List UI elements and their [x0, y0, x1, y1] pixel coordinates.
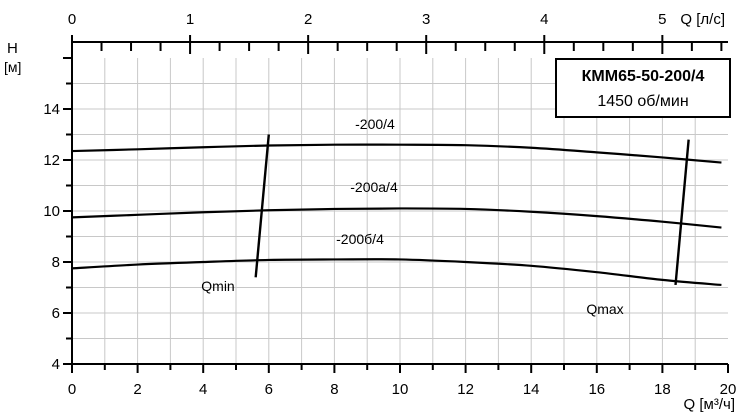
x-tick-label: 0: [68, 381, 76, 398]
x2-axis-label: Q [л/с]: [680, 11, 725, 28]
chart-title: КММ65-50-200/4: [582, 68, 705, 85]
x-tick-label: 10: [392, 381, 409, 398]
y-tick-label: 12: [43, 152, 60, 169]
series-label: -200а/4: [350, 179, 398, 195]
axis-ticks: [63, 35, 729, 373]
limit-line: [254, 134, 270, 278]
x-tick-label: 16: [588, 381, 605, 398]
x2-tick-label: 1: [186, 11, 194, 28]
x2-tick-label: 3: [422, 11, 430, 28]
y-tick-label: 6: [52, 305, 60, 322]
x-axis-label: Q [м³/ч]: [684, 396, 735, 413]
x-tick-label: 4: [199, 381, 207, 398]
y-tick-label: 10: [43, 203, 60, 220]
series-labels: -200/4 -200а/4 -200б/4 Qmin Qmax: [201, 116, 623, 317]
x2-tick-label: 4: [540, 11, 548, 28]
x-tick-label: 6: [265, 381, 273, 398]
y-axis-label-symbol: H: [7, 40, 18, 57]
x-tick-label: 14: [523, 381, 540, 398]
x-tick-label: 18: [654, 381, 671, 398]
y-axis-label-unit: [м]: [4, 59, 21, 75]
chart-subtitle: 1450 об/мин: [597, 93, 688, 110]
operating-limit-lines: [254, 134, 690, 286]
performance-curves: [71, 143, 722, 287]
x-tick-label: 2: [133, 381, 141, 398]
y-tick-label: 14: [43, 101, 60, 118]
series-line: [71, 207, 722, 229]
y-tick-label: 4: [52, 356, 60, 373]
series-label: -200/4: [355, 116, 395, 132]
limit-line: [674, 139, 690, 286]
x-tick-label: 8: [330, 381, 338, 398]
x2-tick-label: 5: [658, 11, 666, 28]
x-tick-label: 12: [457, 381, 474, 398]
title-box: [555, 58, 731, 118]
x2-tick-label: 0: [68, 11, 76, 28]
y-tick-label: 8: [52, 254, 60, 271]
limit-label: Qmin: [201, 278, 234, 294]
series-line: [71, 258, 722, 287]
x2-tick-label: 2: [304, 11, 312, 28]
x-tick-label: 20: [720, 381, 737, 398]
series-label: -200б/4: [336, 231, 384, 247]
series-line: [71, 143, 722, 164]
limit-label: Qmax: [586, 301, 623, 317]
